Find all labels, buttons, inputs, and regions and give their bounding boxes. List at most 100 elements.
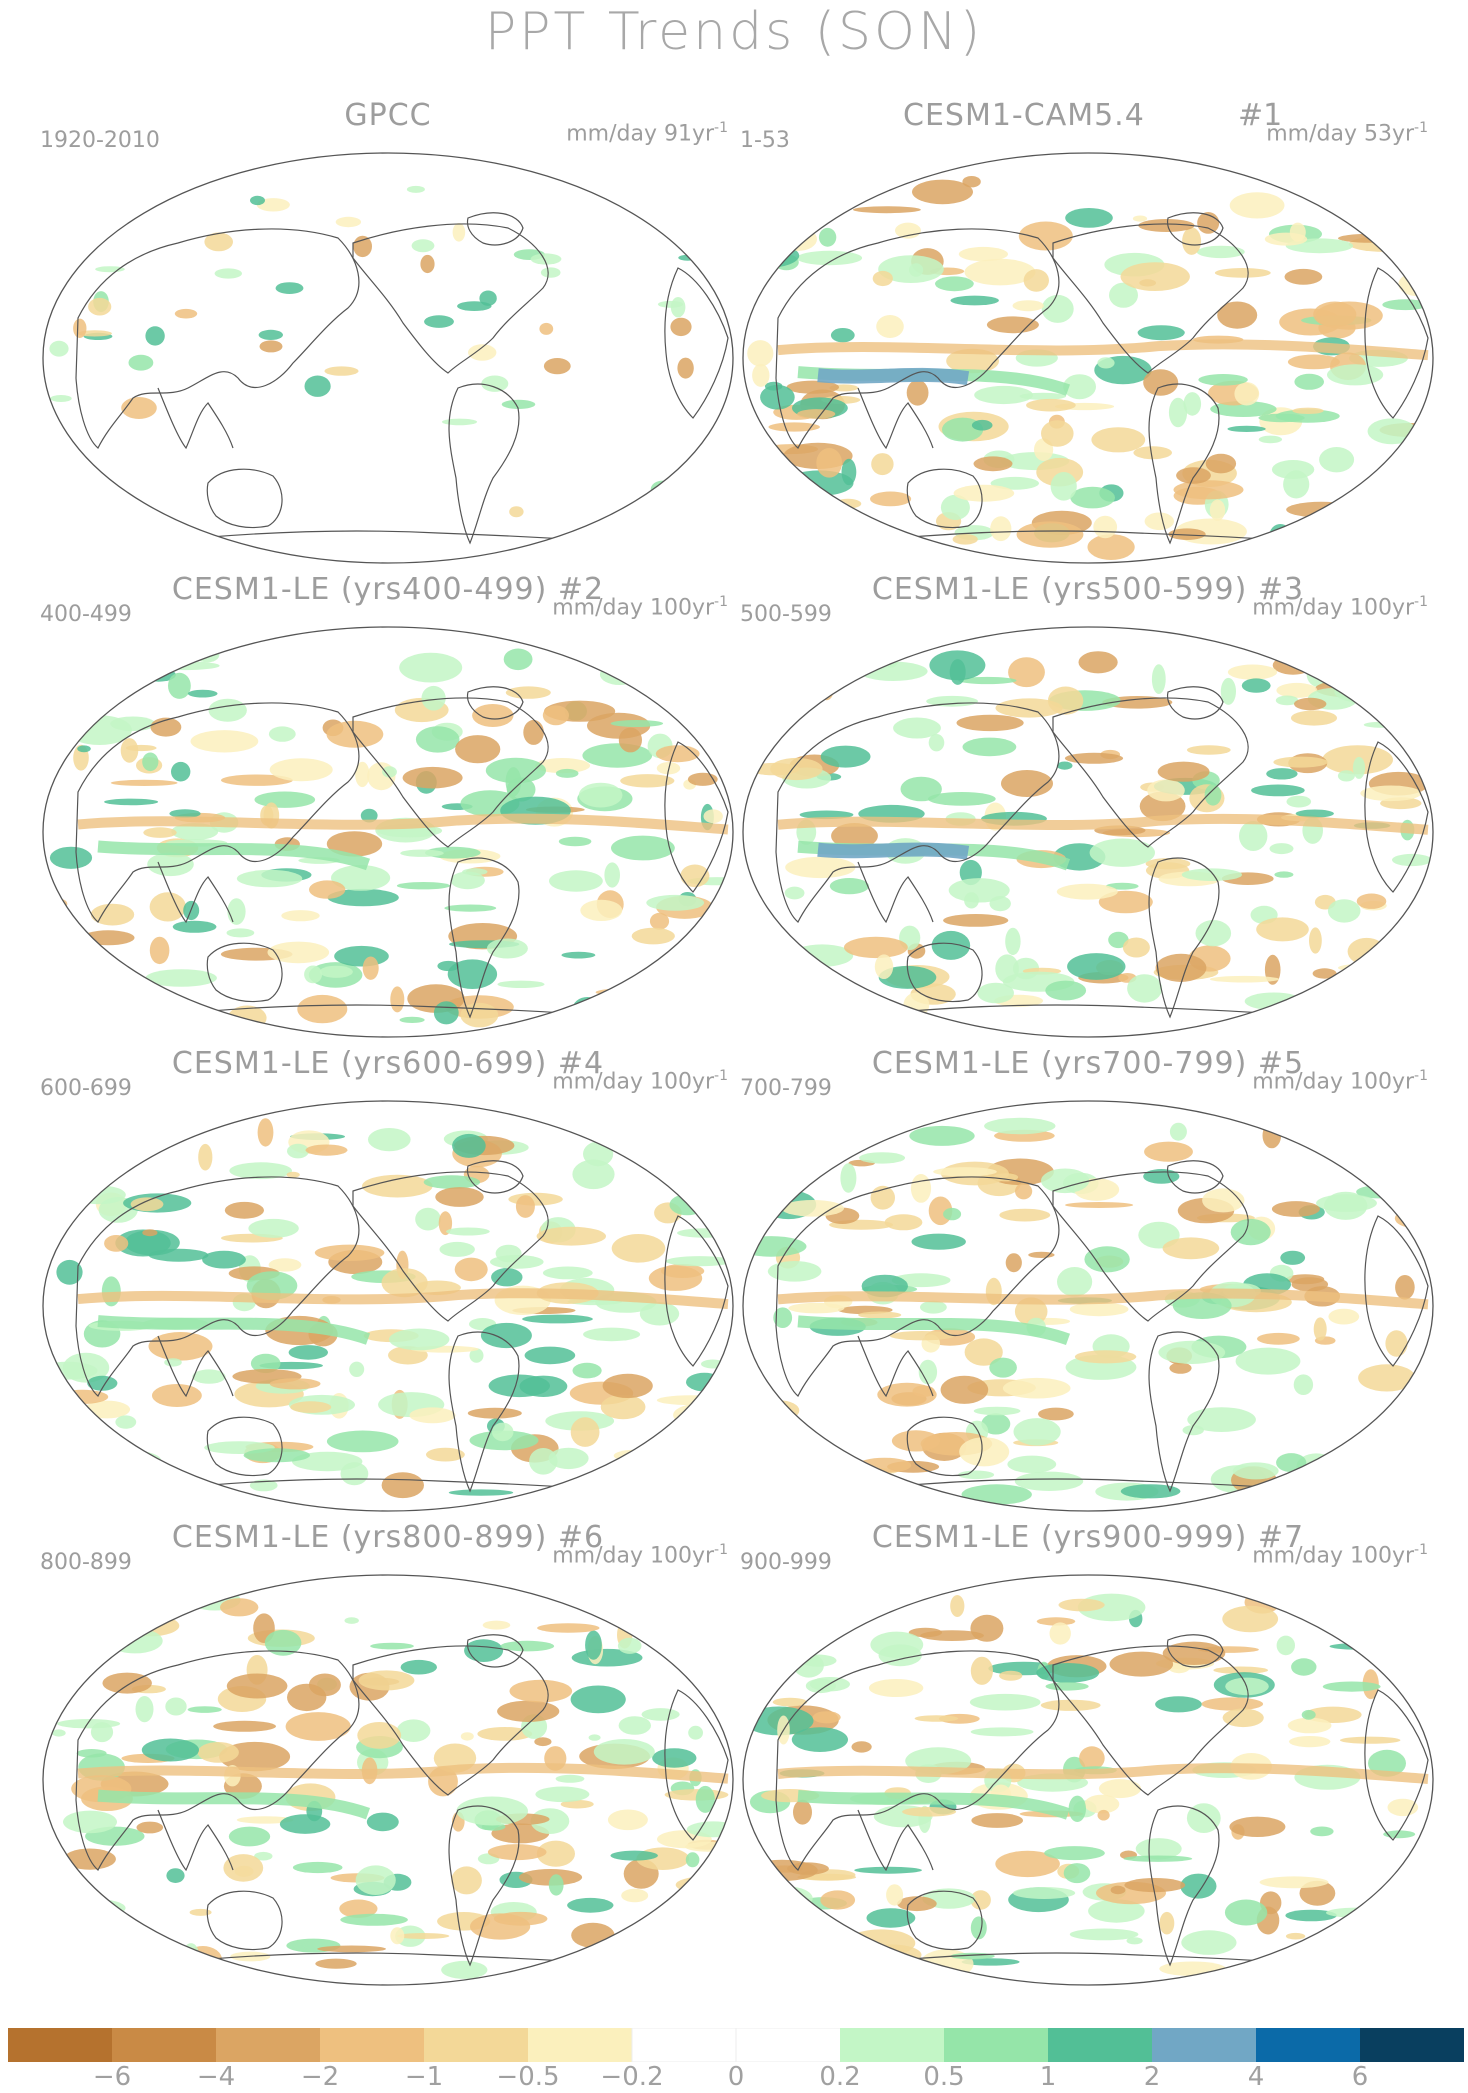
trend-contour [677,357,694,379]
map-frame [42,1100,734,1512]
trend-contour [334,945,389,967]
trend-contour [267,941,330,964]
trend-contour [257,1118,274,1147]
trend-contour [999,1208,1051,1222]
trend-contour [1041,1168,1090,1194]
trend-contour [752,363,770,387]
trend-contour [454,1257,488,1282]
trend-contour [406,185,425,193]
trend-contour [190,730,259,753]
trend-contour [912,179,973,205]
world-map [742,626,1434,1038]
coastline [1052,1645,1249,1796]
trend-contour [1169,1122,1187,1141]
colorbar-swatch [1360,2028,1464,2062]
trend-contour [409,1407,456,1424]
trend-contour [995,698,1063,718]
trend-contour [501,399,536,409]
coastline [906,468,983,529]
trend-contour [1110,1885,1126,1895]
coastline [466,686,524,720]
trend-contour [477,1727,533,1741]
trend-contour [1291,1277,1329,1292]
trend-contour [797,409,836,419]
trend-contour [183,1946,223,1975]
trend-contour [1123,1855,1193,1862]
trend-contour [617,1637,642,1654]
trend-contour [1143,369,1179,396]
trend-contour [1155,1696,1202,1713]
trend-contour [802,1963,875,1974]
trend-contour [969,1693,1041,1711]
trend-contour [400,849,444,857]
trend-contour [1285,1932,1306,1940]
trend-contour [914,1715,959,1722]
trend-contour [1135,1838,1182,1860]
trend-contour [1063,374,1096,400]
trend-contour [1368,686,1391,705]
coastline [466,1160,524,1194]
trend-contour [1036,1617,1076,1626]
trend-contour [989,1357,1017,1378]
trend-contour [1093,515,1118,539]
trend-contour [1084,1794,1120,1814]
trend-contour [472,704,514,727]
colorbar-tick-label: −1 [404,2062,444,2092]
coastline [1148,857,1220,1019]
coastline [1166,1634,1224,1668]
trend-contour [788,975,813,990]
trend-contour [613,1449,657,1462]
trend-contour [560,1799,594,1809]
world-map [742,1100,1434,1512]
panel-title: CESM1-LE (yrs900-999) #7 [871,1520,1305,1555]
trend-contour [949,659,966,685]
coastline [1166,212,1224,246]
coastline [157,861,234,924]
trend-contour [57,1719,121,1729]
trend-contour [1045,980,1087,1001]
trend-contour [390,1927,405,1945]
coastline [1364,1689,1429,1841]
trend-contour [578,782,623,808]
trend-contour [1127,974,1163,1003]
trend-contour [535,758,591,774]
colorbar [8,2028,1464,2062]
coastline [906,1890,983,1951]
trend-contour [1337,770,1355,782]
trend-contour [439,1241,475,1257]
trend-contour [743,475,789,499]
coastline [75,702,360,923]
trend-contour [702,440,733,453]
trend-contour [593,1739,655,1765]
trend-contour [1346,203,1403,221]
trend-contour [610,1850,658,1861]
trend-contour [228,1826,271,1847]
trend-contour [258,329,283,340]
trend-contour [317,1945,386,1953]
trend-contour [491,1422,514,1442]
trend-contour [77,986,92,997]
trend-contour [353,235,372,258]
trend-contour [1363,1126,1397,1147]
panel-units: mm/day 100yr-1 [1252,1542,1428,1569]
trend-contour [344,1617,359,1624]
trend-contour [631,927,675,945]
trend-contour [1068,1795,1086,1822]
trend-contour [785,856,856,879]
trend-contour [174,308,198,319]
trend-contour [781,501,799,527]
trend-contour [202,1250,246,1269]
trend-contour [572,1362,602,1379]
trend-contour [853,206,921,214]
trend-contour [335,216,362,228]
trend-contour [797,1604,843,1619]
trend-contour [535,1786,590,1803]
trend-contour [450,871,485,890]
trend-contour [870,491,912,507]
coastline [206,942,283,1003]
trend-contour [871,453,894,476]
trend-contour [482,1620,511,1630]
map-panel-3: CESM1-LE (yrs500-599) #3 500-599 mm/day … [738,572,1438,1042]
trend-contour [745,1195,780,1204]
trend-contour [1013,1418,1061,1446]
